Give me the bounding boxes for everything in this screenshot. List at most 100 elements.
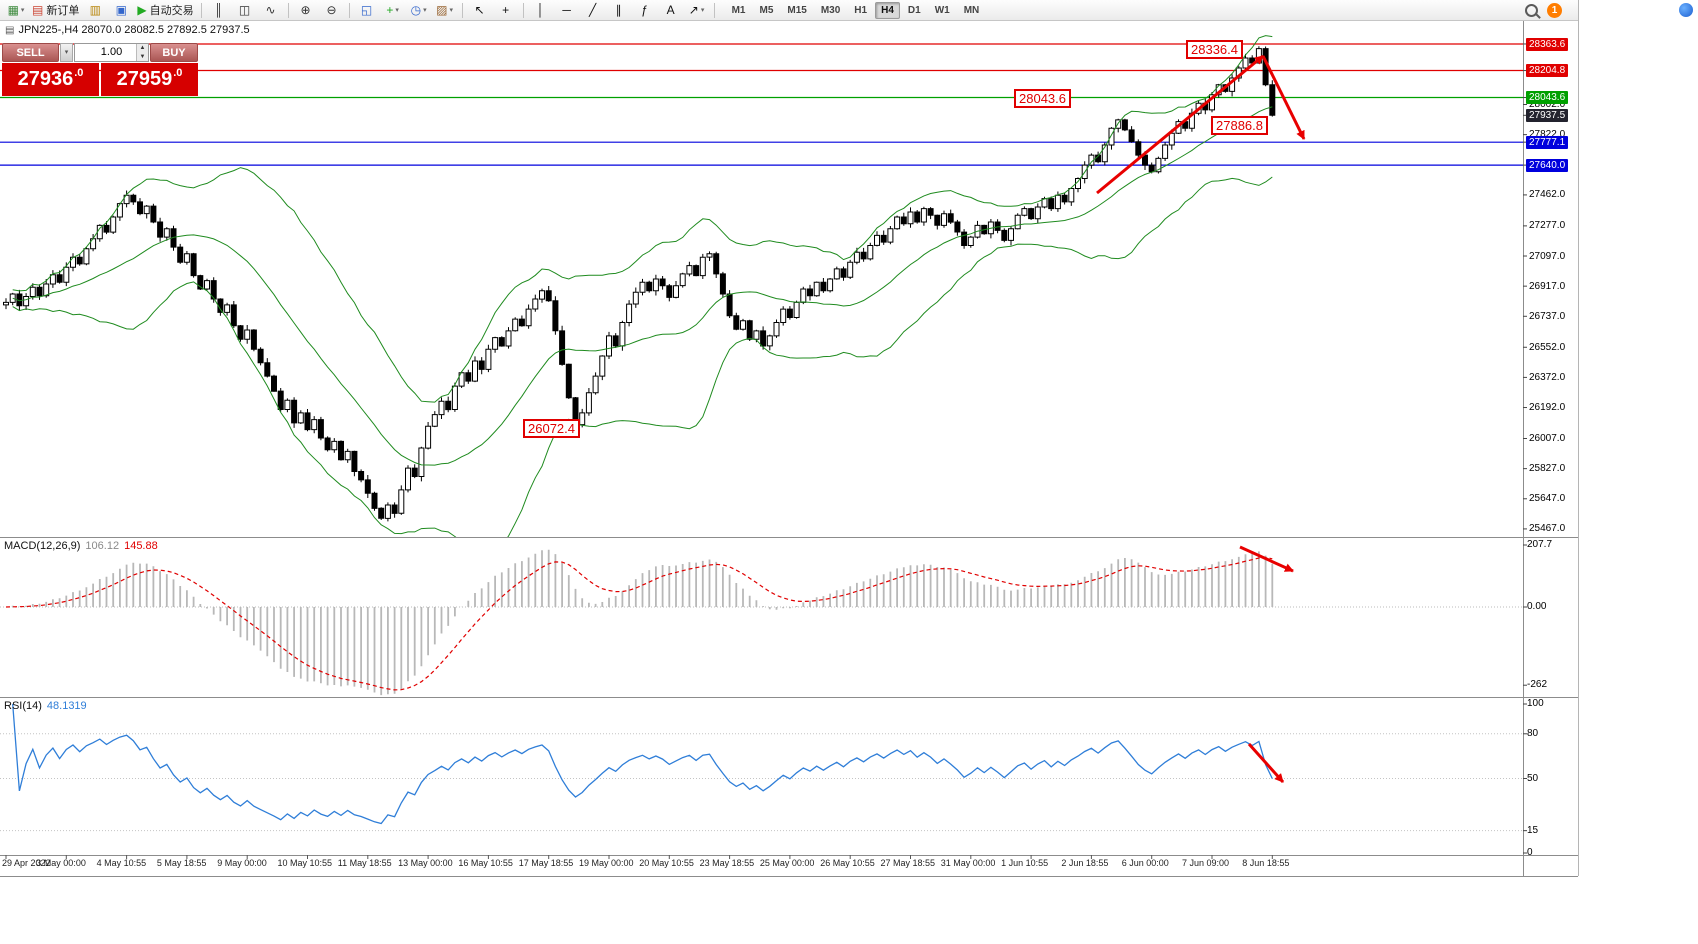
chart-line-icon: ∿	[265, 2, 276, 17]
chart-bars-icon: ║	[214, 2, 223, 17]
toolbar: ▦ ▾ ▤ 新订单 ▥ ▣ ▶ 自动交易 ║ ◫ ∿ ⊕ ⊖ ◱ + ▾ ◷ ▾ ▨ ▾ ↖ + │ ─ ╱ ∥ ƒ A ↗ ▾ M1 M5 M…	[0, 0, 1578, 21]
chart-candles-button[interactable]: ◫	[232, 1, 258, 20]
sell-price-box[interactable]: 27936 .0	[2, 63, 99, 96]
one-click-options-button[interactable]: ▾	[60, 43, 73, 62]
crosshair-button[interactable]: +	[493, 1, 519, 20]
buy-price: 27959	[116, 68, 173, 90]
price-axis-label: 25467.0	[1529, 523, 1566, 535]
buy-button[interactable]: BUY	[150, 43, 198, 62]
chart-doc-icon: ▤	[5, 24, 15, 36]
timeframe-d1[interactable]: D1	[907, 4, 921, 16]
price-axis-label: 26007.0	[1529, 433, 1566, 444]
toolbar-right-group: 1	[1525, 3, 1562, 18]
date-axis-label: 27 May 18:55	[880, 858, 936, 868]
timeframe-m30[interactable]: M30	[820, 4, 841, 16]
macd-value-main: 106.12	[85, 540, 120, 552]
price-axis-label: 27462.0	[1529, 189, 1566, 201]
equidistant-channel-icon: ∥	[615, 2, 622, 17]
templates-dropdown-icon: ▾	[449, 7, 453, 14]
periods-dropdown-icon: ▾	[423, 7, 427, 14]
indicators-icon: +	[386, 2, 394, 17]
volume-increase-button[interactable]: ▲	[137, 44, 148, 53]
sell-button[interactable]: SELL	[2, 43, 59, 62]
price-annotation[interactable]: 27886.8	[1211, 116, 1268, 135]
new-order-label: 新订单	[46, 5, 80, 17]
timeframe-w1[interactable]: W1	[934, 4, 950, 16]
zoom-in-button[interactable]: ⊕	[293, 1, 319, 20]
corner-app-icon[interactable]	[1679, 3, 1693, 17]
indicator-scale-label: 50	[1527, 772, 1539, 784]
buy-price-box[interactable]: 27959 .0	[101, 63, 198, 96]
indicators-button[interactable]: + ▾	[380, 1, 406, 20]
fibonacci-icon: ƒ	[641, 2, 648, 17]
templates-button[interactable]: ▨ ▾	[432, 1, 458, 20]
market-watch-icon: ▣	[115, 2, 128, 17]
new-order-icon: ▤	[32, 2, 44, 17]
zoom-out-button[interactable]: ⊖	[319, 1, 345, 20]
main-chart-pane[interactable]	[0, 21, 1523, 537]
new-order-button[interactable]: ▤ 新订单	[29, 1, 82, 20]
notification-badge[interactable]: 1	[1547, 3, 1562, 18]
timeframe-mn[interactable]: MN	[963, 4, 980, 16]
new-chart-button[interactable]: ▦ ▾	[3, 1, 29, 20]
price-annotation[interactable]: 28043.6	[1014, 89, 1071, 108]
toolbar-separator	[522, 2, 524, 18]
search-icon[interactable]	[1525, 4, 1538, 17]
date-axis-label: 26 May 10:55	[820, 858, 875, 868]
price-axis-label: 26737.0	[1529, 310, 1566, 322]
text-icon: A	[666, 2, 675, 17]
fibonacci-button[interactable]: ƒ	[632, 1, 658, 20]
macd-pane[interactable]	[0, 538, 1523, 696]
chart-line-button[interactable]: ∿	[258, 1, 284, 20]
date-axis-label: 10 May 10:55	[277, 858, 333, 868]
indicator-scale-label: 15	[1527, 824, 1539, 836]
cursor-button[interactable]: ↖	[467, 1, 493, 20]
volume-input[interactable]: 1.00 ▲ ▼	[74, 43, 149, 62]
date-axis-label: 2 Jun 18:55	[1061, 858, 1109, 868]
text-button[interactable]: A	[658, 1, 684, 20]
market-watch-button[interactable]: ▣	[108, 1, 134, 20]
timeframe-m15[interactable]: M15	[787, 4, 807, 16]
price-axis-label: 27777.1	[1526, 135, 1569, 149]
zoom-in-icon: ⊕	[300, 2, 311, 17]
equidistant-channel-button[interactable]: ∥	[606, 1, 632, 20]
toolbar-separator	[200, 2, 202, 18]
price-axis-label: 27277.0	[1529, 220, 1566, 232]
trendline-button[interactable]: ╱	[580, 1, 606, 20]
date-axis-label: 1 Jun 10:55	[1001, 858, 1049, 868]
date-axis-label: 23 May 18:55	[699, 858, 755, 868]
timeframe-h4[interactable]: H4	[875, 1, 900, 19]
toolbar-separator	[713, 2, 715, 18]
horizontal-line-button[interactable]: ─	[554, 1, 580, 20]
price-axis-label: 27937.5	[1526, 108, 1569, 122]
timeframe-h1[interactable]: H1	[854, 4, 868, 16]
profiles-button[interactable]: ▥	[82, 1, 108, 20]
periods-button[interactable]: ◷ ▾	[406, 1, 432, 20]
auto-trading-button[interactable]: ▶ 自动交易	[134, 1, 196, 20]
new-chart-icon: ▦	[7, 2, 19, 17]
volume-value: 1.00	[100, 46, 123, 58]
crosshair-icon: +	[502, 2, 510, 17]
vertical-line-icon: │	[536, 2, 545, 17]
vertical-line-button[interactable]: │	[528, 1, 554, 20]
date-axis-label: 16 May 10:55	[458, 858, 513, 868]
price-axis-label: 26552.0	[1529, 341, 1566, 353]
timeframe-m5[interactable]: M5	[759, 4, 774, 16]
date-axis-label: 20 May 10:55	[639, 858, 694, 868]
sell-price-frac: .0	[74, 67, 84, 79]
volume-decrease-button[interactable]: ▼	[137, 52, 148, 61]
profiles-icon: ▥	[89, 2, 102, 17]
date-axis-label: 8 Jun 18:55	[1242, 858, 1290, 868]
timeframe-m1[interactable]: M1	[731, 4, 746, 16]
date-axis-label: 9 May 00:00	[217, 858, 267, 868]
price-annotation[interactable]: 28336.4	[1186, 40, 1243, 59]
date-axis-label: 11 May 18:55	[337, 858, 392, 868]
tile-windows-button[interactable]: ◱	[354, 1, 380, 20]
chart-bars-button[interactable]: ║	[206, 1, 232, 20]
price-axis-label: 28002.0	[1529, 99, 1566, 110]
rsi-pane[interactable]	[0, 698, 1523, 854]
indicator-scale-label: 0	[1527, 847, 1533, 858]
auto-trading-icon: ▶	[137, 2, 147, 17]
arrows-button[interactable]: ↗ ▾	[684, 1, 710, 20]
price-annotation[interactable]: 26072.4	[523, 419, 580, 438]
